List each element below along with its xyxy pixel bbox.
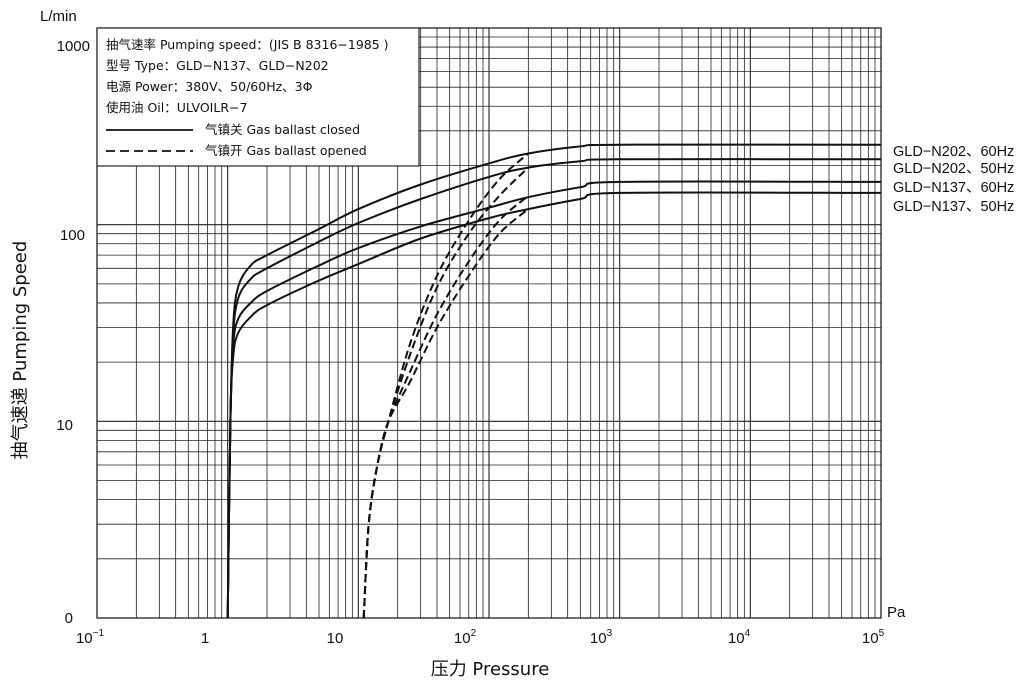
x-tick-label-1000: 103 <box>590 628 613 647</box>
series-0-opened-line <box>362 152 529 619</box>
x-tick-label-100000: 105 <box>862 628 885 647</box>
x-axis-title: 压力 Pressure <box>431 659 550 680</box>
x-tick-label-10000: 104 <box>728 628 751 647</box>
x-tick-label-1: 1 <box>201 630 209 647</box>
x-tick-label-10: 10 <box>327 630 344 647</box>
curves <box>226 143 882 619</box>
y-tick-label-0: 0 <box>65 610 73 627</box>
series-3-opened-line <box>362 208 529 619</box>
y-tick-label-1000: 1000 <box>57 38 90 55</box>
y-tick-label-10: 10 <box>56 417 73 434</box>
legend-oil: 使用油 Oil：ULVOILR−7 <box>106 100 247 115</box>
x-tick-label-0.1: 10−1 <box>76 628 105 647</box>
y-unit-label: L/min <box>40 8 77 25</box>
y-axis-title: 抽气速递 Pumping Speed <box>10 241 31 460</box>
series-label-n202-50hz: GLD−N202、50Hz <box>893 161 1014 177</box>
y-tick-label-100: 100 <box>60 227 85 244</box>
legend-dashed-label: 气镇开 Gas ballast opened <box>205 143 367 158</box>
legend-box <box>96 27 420 167</box>
x-unit-label: Pa <box>887 604 906 621</box>
x-tick-label-100: 102 <box>454 628 477 647</box>
series-label-n137-60hz: GLD−N137、60Hz <box>893 180 1014 196</box>
plot-frame <box>96 27 882 619</box>
legend-power: 电源 Power：380V、50/60Hz、3Φ <box>106 79 313 94</box>
series-label-n137-50hz: GLD−N137、50Hz <box>893 199 1014 215</box>
legend-standard: 抽气速率 Pumping speed：(JIS B 8316−1985 ) <box>106 37 389 52</box>
series-label-n202-60hz: GLD−N202、60Hz <box>893 144 1014 160</box>
legend-type: 型号 Type：GLD−N137、GLD−N202 <box>106 58 329 73</box>
series-3-closed-line <box>226 191 882 619</box>
legend-solid-label: 气镇关 Gas ballast closed <box>205 122 360 137</box>
legend: 抽气速率 Pumping speed：(JIS B 8316−1985 ) 型号… <box>96 27 420 167</box>
